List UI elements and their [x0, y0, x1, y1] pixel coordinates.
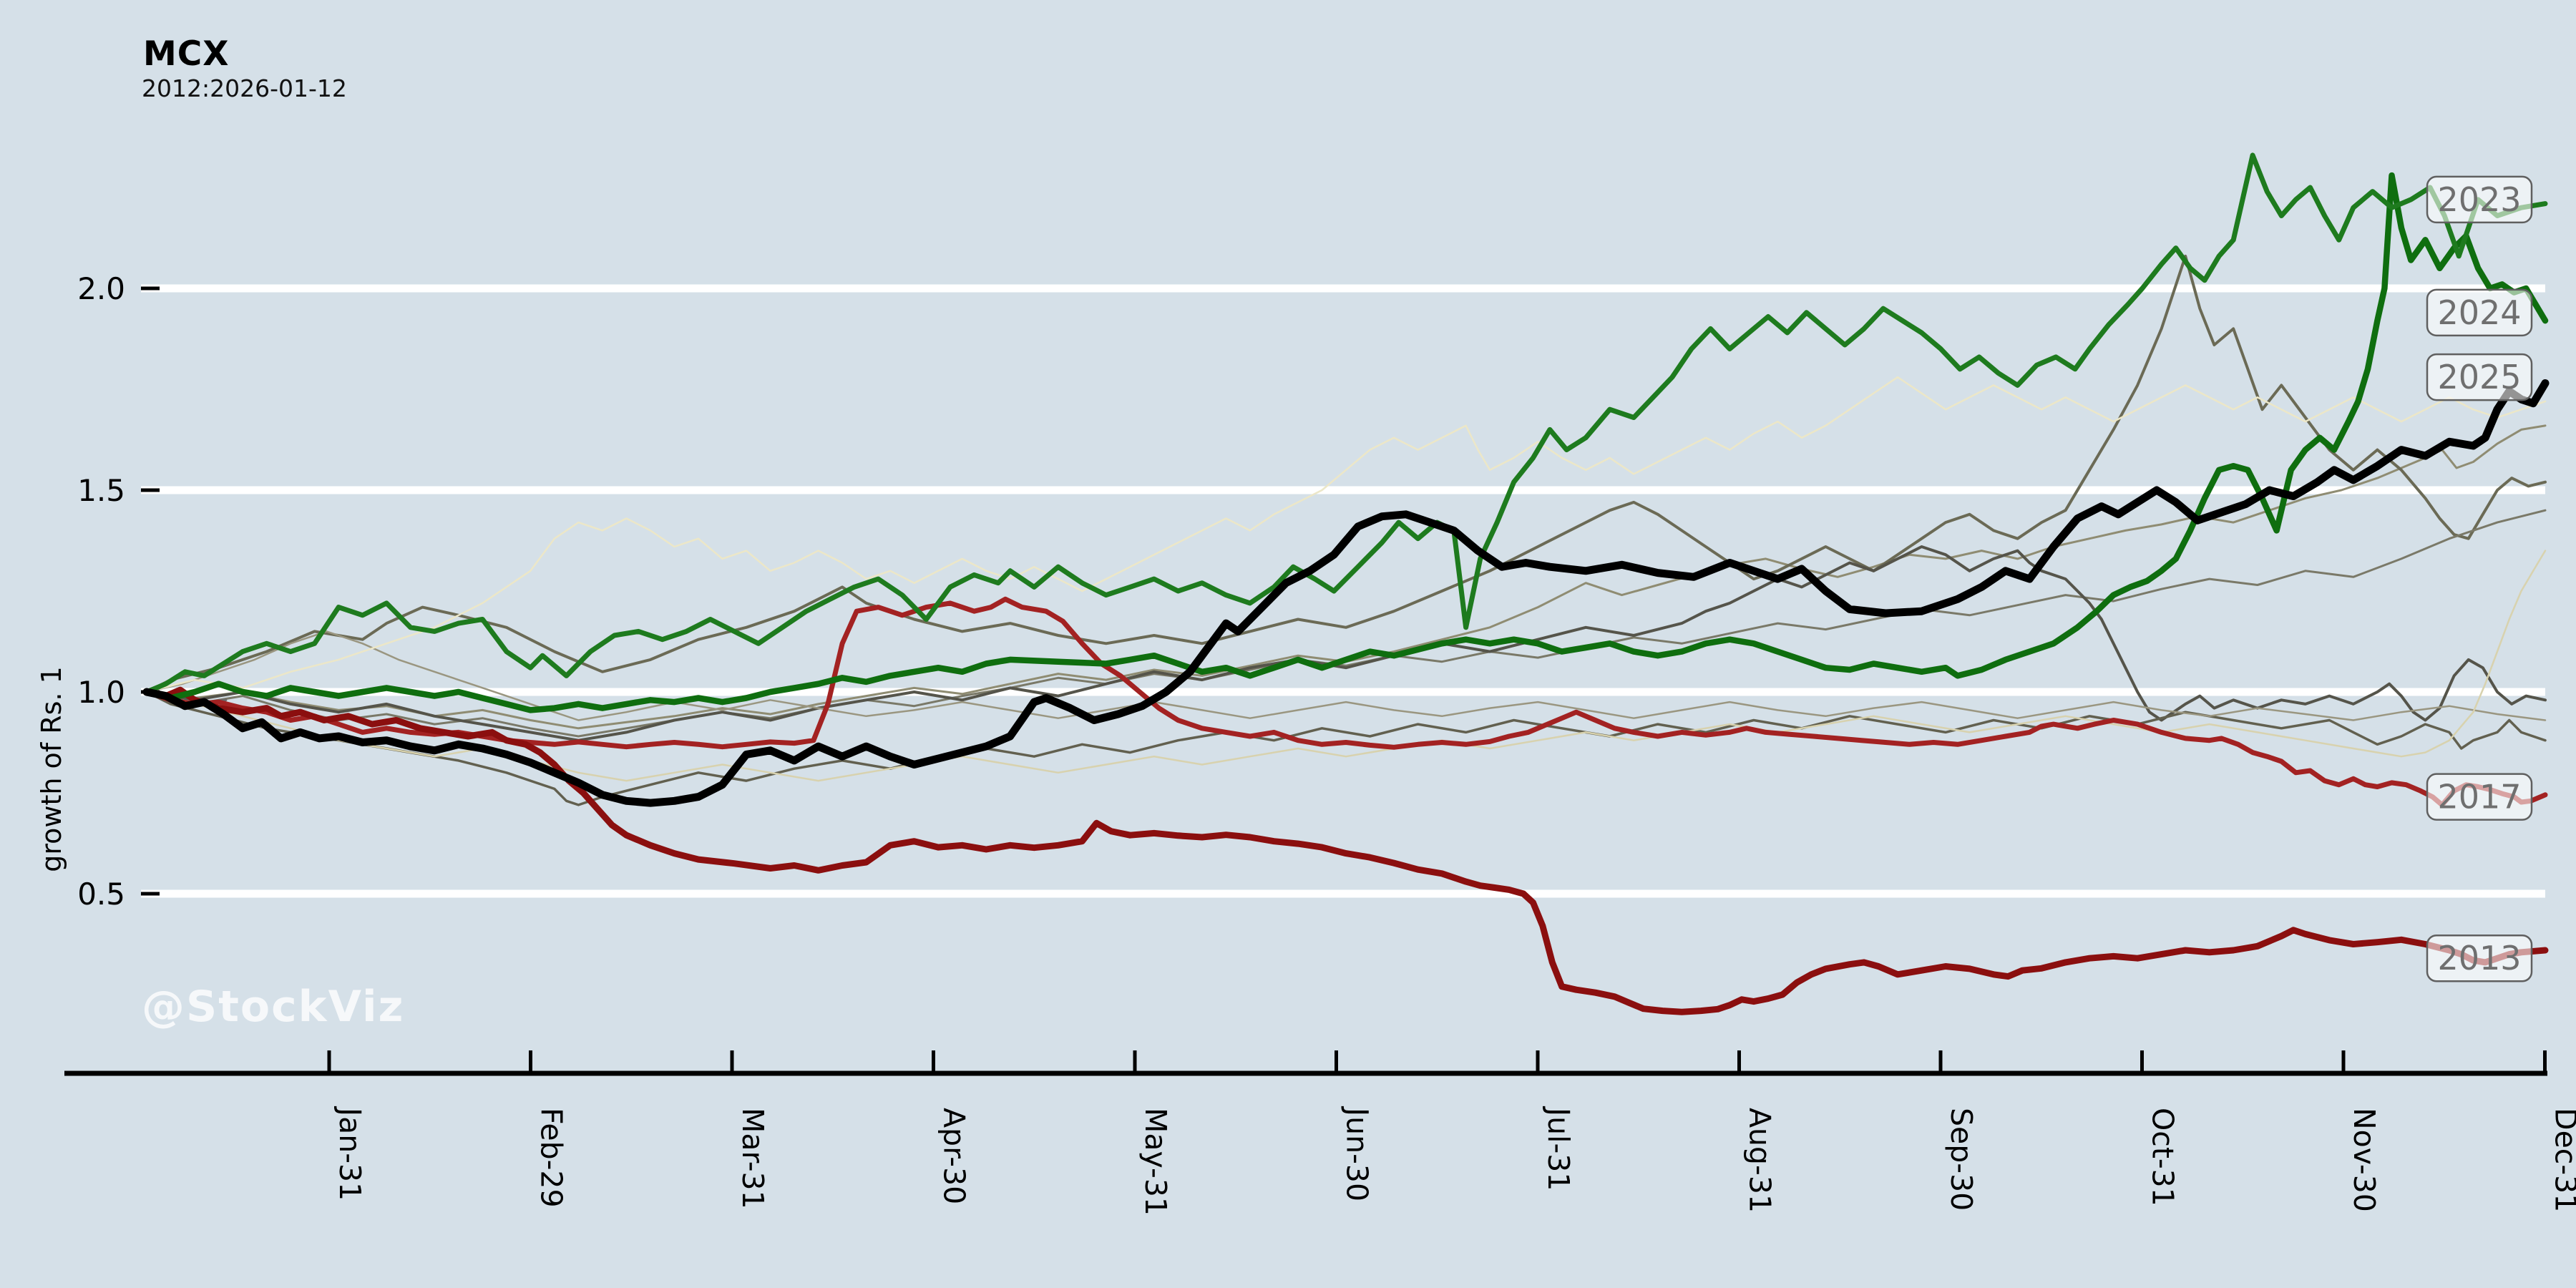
- series-line-2023: [144, 152, 2548, 695]
- series-line-unlabeled-5: [145, 691, 2547, 806]
- x-tick-label: Apr-30: [937, 1108, 972, 1204]
- series-line-unlabeled-7: [145, 376, 2547, 693]
- x-tick-label: Mar-31: [736, 1108, 770, 1209]
- series-line-2024: [143, 172, 2549, 713]
- series-line-2017: [144, 596, 2548, 808]
- year-label-box-2017: [2426, 773, 2533, 821]
- y-tick-label: 0.5: [77, 877, 125, 912]
- page-title: MCX: [143, 34, 230, 74]
- page-subtitle-date-range: 2012:2026-01-12: [142, 74, 347, 102]
- y-tick-label: 2.0: [77, 271, 125, 306]
- y-tick-label: 1.0: [77, 675, 125, 710]
- x-tick-label: Oct-31: [2146, 1108, 2180, 1206]
- series-line-2013: [143, 686, 2549, 1015]
- year-label-box-2013: [2426, 934, 2533, 982]
- year-label-box-2024: [2426, 288, 2533, 337]
- year-label-2017: 2017: [2437, 778, 2521, 816]
- year-label-2024: 2024: [2437, 293, 2521, 332]
- x-tick-label: Jan-31: [333, 1106, 367, 1201]
- year-label-box-2025: [2426, 353, 2533, 401]
- x-tick-label: May-31: [1138, 1108, 1173, 1216]
- year-label-2023: 2023: [2437, 180, 2521, 219]
- x-tick-label: Jun-30: [1340, 1106, 1375, 1201]
- x-tick-label: Aug-31: [1743, 1108, 1777, 1213]
- x-tick-label: Feb-29: [535, 1108, 569, 1208]
- x-tick-label: Dec-31: [2549, 1108, 2576, 1212]
- y-tick-label: 1.5: [77, 473, 125, 508]
- year-label-2013: 2013: [2437, 939, 2521, 977]
- series-line-2025: [142, 379, 2550, 807]
- y-axis-label: growth of Rs. 1: [36, 666, 67, 872]
- series-line-unlabeled-3: [145, 509, 2547, 738]
- year-label-box-2023: [2426, 175, 2533, 224]
- x-tick-label: Nov-30: [2347, 1108, 2381, 1212]
- x-tick-label: Jul-31: [1541, 1106, 1576, 1191]
- year-label-2025: 2025: [2437, 358, 2521, 396]
- stockviz-watermark: @StockViz: [142, 982, 405, 1032]
- series-line-unlabeled-4: [145, 545, 2547, 742]
- series-line-unlabeled-1: [145, 424, 2547, 730]
- series-line-unlabeled-6: [145, 630, 2547, 721]
- series-line-unlabeled-8: [145, 550, 2547, 782]
- x-tick-label: Sep-30: [1944, 1108, 1979, 1211]
